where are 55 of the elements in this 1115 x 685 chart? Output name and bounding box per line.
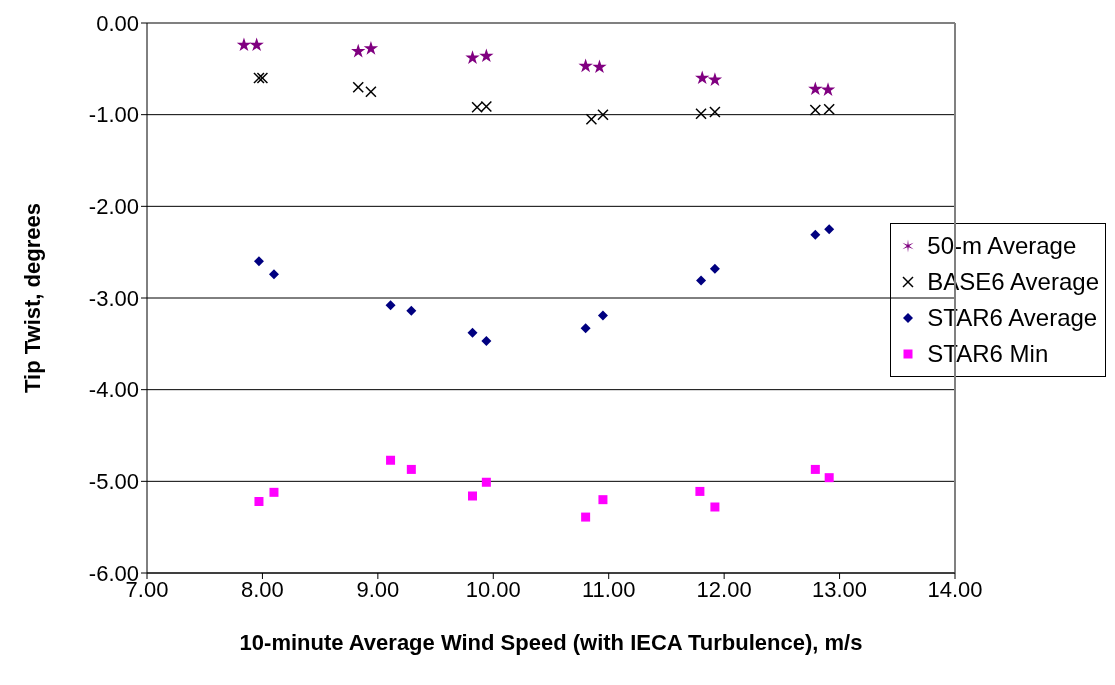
point — [597, 310, 608, 321]
point — [481, 477, 491, 487]
point — [406, 464, 416, 474]
point — [351, 43, 366, 58]
point — [578, 58, 593, 73]
point — [236, 37, 252, 52]
point — [808, 81, 823, 96]
y-tick-label: -5.00 — [88, 469, 139, 495]
point — [695, 70, 710, 85]
y-tick-label: -2.00 — [88, 194, 139, 220]
point — [253, 256, 264, 267]
point — [363, 41, 379, 55]
point — [810, 229, 821, 240]
point — [580, 323, 591, 334]
x-tick-label: 11.00 — [582, 576, 636, 602]
point — [824, 473, 834, 483]
x-tick-label: 10.00 — [465, 576, 521, 602]
x-tick-label: 13.00 — [812, 576, 868, 602]
point — [709, 263, 720, 274]
point — [249, 37, 264, 52]
y-tick-label: -4.00 — [88, 377, 139, 403]
point — [592, 59, 607, 74]
legend-label: 50-m Average — [927, 232, 1077, 260]
legend-label: STAR6 Average — [927, 304, 1098, 332]
x-tick-label: 12.00 — [696, 576, 752, 602]
point — [598, 495, 608, 505]
y-axis-title: Tip Twist, degrees — [19, 203, 45, 393]
point — [710, 502, 720, 512]
point — [481, 336, 492, 347]
point — [707, 72, 723, 86]
point — [696, 275, 707, 286]
legend-label: STAR6 Min — [927, 340, 1049, 368]
x-tick-label: 14.00 — [927, 576, 983, 602]
point — [254, 497, 264, 506]
point — [820, 82, 836, 97]
point — [465, 50, 480, 64]
x-tick-label: 8.00 — [241, 576, 284, 602]
point — [269, 487, 279, 497]
x-tick-label: 9.00 — [356, 576, 400, 602]
y-tick-label: -3.00 — [88, 285, 139, 311]
y-tick-label: 0.00 — [96, 10, 139, 36]
point — [695, 486, 705, 496]
y-tick-label: -1.00 — [88, 102, 139, 128]
point — [824, 224, 835, 235]
point — [581, 512, 591, 522]
point — [467, 327, 478, 338]
point — [268, 269, 279, 280]
point — [468, 491, 478, 501]
legend-label: BASE6 Average — [927, 268, 1099, 296]
point — [479, 48, 494, 63]
x-axis-title: 10-minute Average Wind Speed (with IECA Turbulence), m/s — [239, 630, 863, 655]
point — [810, 464, 820, 474]
point — [386, 455, 396, 465]
point — [406, 305, 417, 316]
point — [385, 300, 396, 311]
